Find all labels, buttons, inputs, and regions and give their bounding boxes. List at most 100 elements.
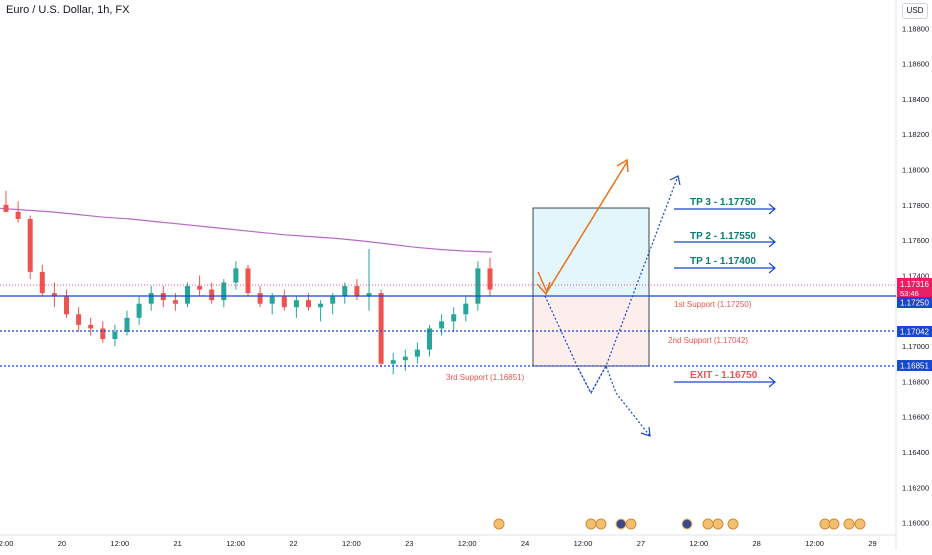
y-tick-label: 1.18000 <box>902 166 929 175</box>
candle <box>100 321 106 343</box>
candle-body <box>366 293 372 297</box>
exit-label: EXIT - 1.16750 <box>690 370 758 381</box>
event-flag-icon[interactable] <box>712 518 724 530</box>
candle <box>39 264 45 297</box>
candle <box>281 289 287 311</box>
orange-arrowhead-icon <box>616 158 629 173</box>
candle <box>185 282 190 308</box>
candle-body <box>245 268 251 294</box>
tp2-label: TP 2 - 1.17550 <box>690 231 756 242</box>
event-flag-icon[interactable] <box>585 518 597 530</box>
event-eu-icon[interactable] <box>615 518 627 530</box>
event-flag-icon[interactable] <box>854 518 866 530</box>
orange-projection[interactable] <box>536 158 629 296</box>
x-tick-label: 12:00 <box>110 539 129 548</box>
candle-body <box>233 268 239 283</box>
x-tick-label: 12:00 <box>226 539 245 548</box>
event-flag-icon[interactable] <box>595 518 607 530</box>
support2-badge-value: 1.17042 <box>900 328 929 337</box>
tp2-marker[interactable]: TP 2 - 1.17550 <box>674 231 776 248</box>
moving-average-layer <box>0 207 493 253</box>
candle-body <box>439 321 445 329</box>
candle <box>112 324 118 347</box>
candle-body <box>76 314 82 325</box>
candle <box>378 289 384 368</box>
support3-badge-value: 1.16851 <box>900 362 929 371</box>
current-price-value: 1.17316 <box>900 280 929 289</box>
candle-body <box>318 303 324 308</box>
y-tick-label: 1.18800 <box>902 24 929 33</box>
event-flag-icon[interactable] <box>727 518 739 530</box>
candle-body <box>185 286 190 304</box>
candle <box>342 282 348 304</box>
candle <box>124 310 130 336</box>
candle <box>257 286 263 308</box>
candle <box>269 293 275 315</box>
x-tick-label: 24 <box>521 539 529 548</box>
tp1-marker[interactable]: TP 1 - 1.17400 <box>674 256 776 274</box>
current-price-badge: 1.17316 53:46 <box>897 278 932 298</box>
candle-body <box>124 317 130 332</box>
candle-body <box>15 211 21 219</box>
candle <box>27 215 33 279</box>
tp3-arrow-icon <box>768 203 776 215</box>
candle-body <box>427 328 432 350</box>
y-tick-label: 1.16200 <box>902 483 929 492</box>
candles-layer <box>3 190 493 375</box>
candle <box>76 307 82 332</box>
exit-marker[interactable]: EXIT - 1.16750 <box>674 370 776 388</box>
x-tick-label: 12:00 <box>0 539 13 548</box>
x-tick-label: 12:00 <box>458 539 477 548</box>
y-tick-label: 1.16800 <box>902 377 929 386</box>
event-flag-icon[interactable] <box>843 518 855 530</box>
y-tick-label: 1.18600 <box>902 60 929 69</box>
candle <box>463 296 469 322</box>
y-tick-label: 1.16400 <box>902 448 929 457</box>
event-flag-icon[interactable] <box>702 518 714 530</box>
candle <box>51 282 57 308</box>
exit-arrow-icon <box>768 376 776 388</box>
support2-badge: 1.17042 <box>897 326 932 337</box>
candle <box>160 286 166 308</box>
candle-body <box>463 303 469 315</box>
event-flag-icon[interactable] <box>625 518 637 530</box>
time-axis[interactable]: 12:00 20 12:00 21 12:00 22 12:00 23 12:00 24 12:00… <box>0 539 877 548</box>
x-tick-label: 21 <box>174 539 182 548</box>
event-icons[interactable] <box>493 518 866 530</box>
candle <box>64 289 69 318</box>
currency-button[interactable]: USD <box>902 3 928 19</box>
moving-average-line <box>0 207 493 253</box>
blue-up-arrowhead-icon <box>669 175 681 186</box>
blue-projection[interactable] <box>544 175 681 437</box>
tp3-marker[interactable]: TP 3 - 1.17750 <box>674 197 776 215</box>
blue-down-arrowhead-icon <box>640 426 651 437</box>
candle <box>487 257 493 297</box>
support3-badge: 1.16851 <box>897 360 932 371</box>
candle <box>330 293 336 315</box>
y-tick-label: 1.18200 <box>902 130 929 139</box>
candle-body <box>306 300 311 308</box>
event-flag-icon[interactable] <box>493 518 505 530</box>
price-axis[interactable]: 1.18800 1.18600 1.18400 1.18200 1.18000 1.178… <box>902 24 929 527</box>
target-zone[interactable] <box>532 207 650 297</box>
candle-body <box>112 331 118 340</box>
support1-badge-value: 1.17250 <box>900 299 929 308</box>
event-eu-icon[interactable] <box>681 518 693 530</box>
trade-box[interactable] <box>532 207 650 367</box>
candle-body <box>221 282 227 301</box>
blue-path-down[interactable] <box>577 364 651 437</box>
candle <box>197 275 203 297</box>
y-tick-label: 1.17400 <box>902 271 929 280</box>
candle-body <box>293 300 299 308</box>
event-flag-icon[interactable] <box>828 518 840 530</box>
stop-zone[interactable] <box>532 295 650 367</box>
blue-path-up[interactable] <box>544 175 679 395</box>
y-tick-label: 1.17000 <box>902 342 929 351</box>
y-tick-label: 1.17800 <box>902 201 929 210</box>
tp1-label: TP 1 - 1.17400 <box>690 256 756 267</box>
x-tick-label: 12:00 <box>689 539 708 548</box>
candle-body <box>342 286 348 297</box>
x-tick-label: 29 <box>868 539 876 548</box>
